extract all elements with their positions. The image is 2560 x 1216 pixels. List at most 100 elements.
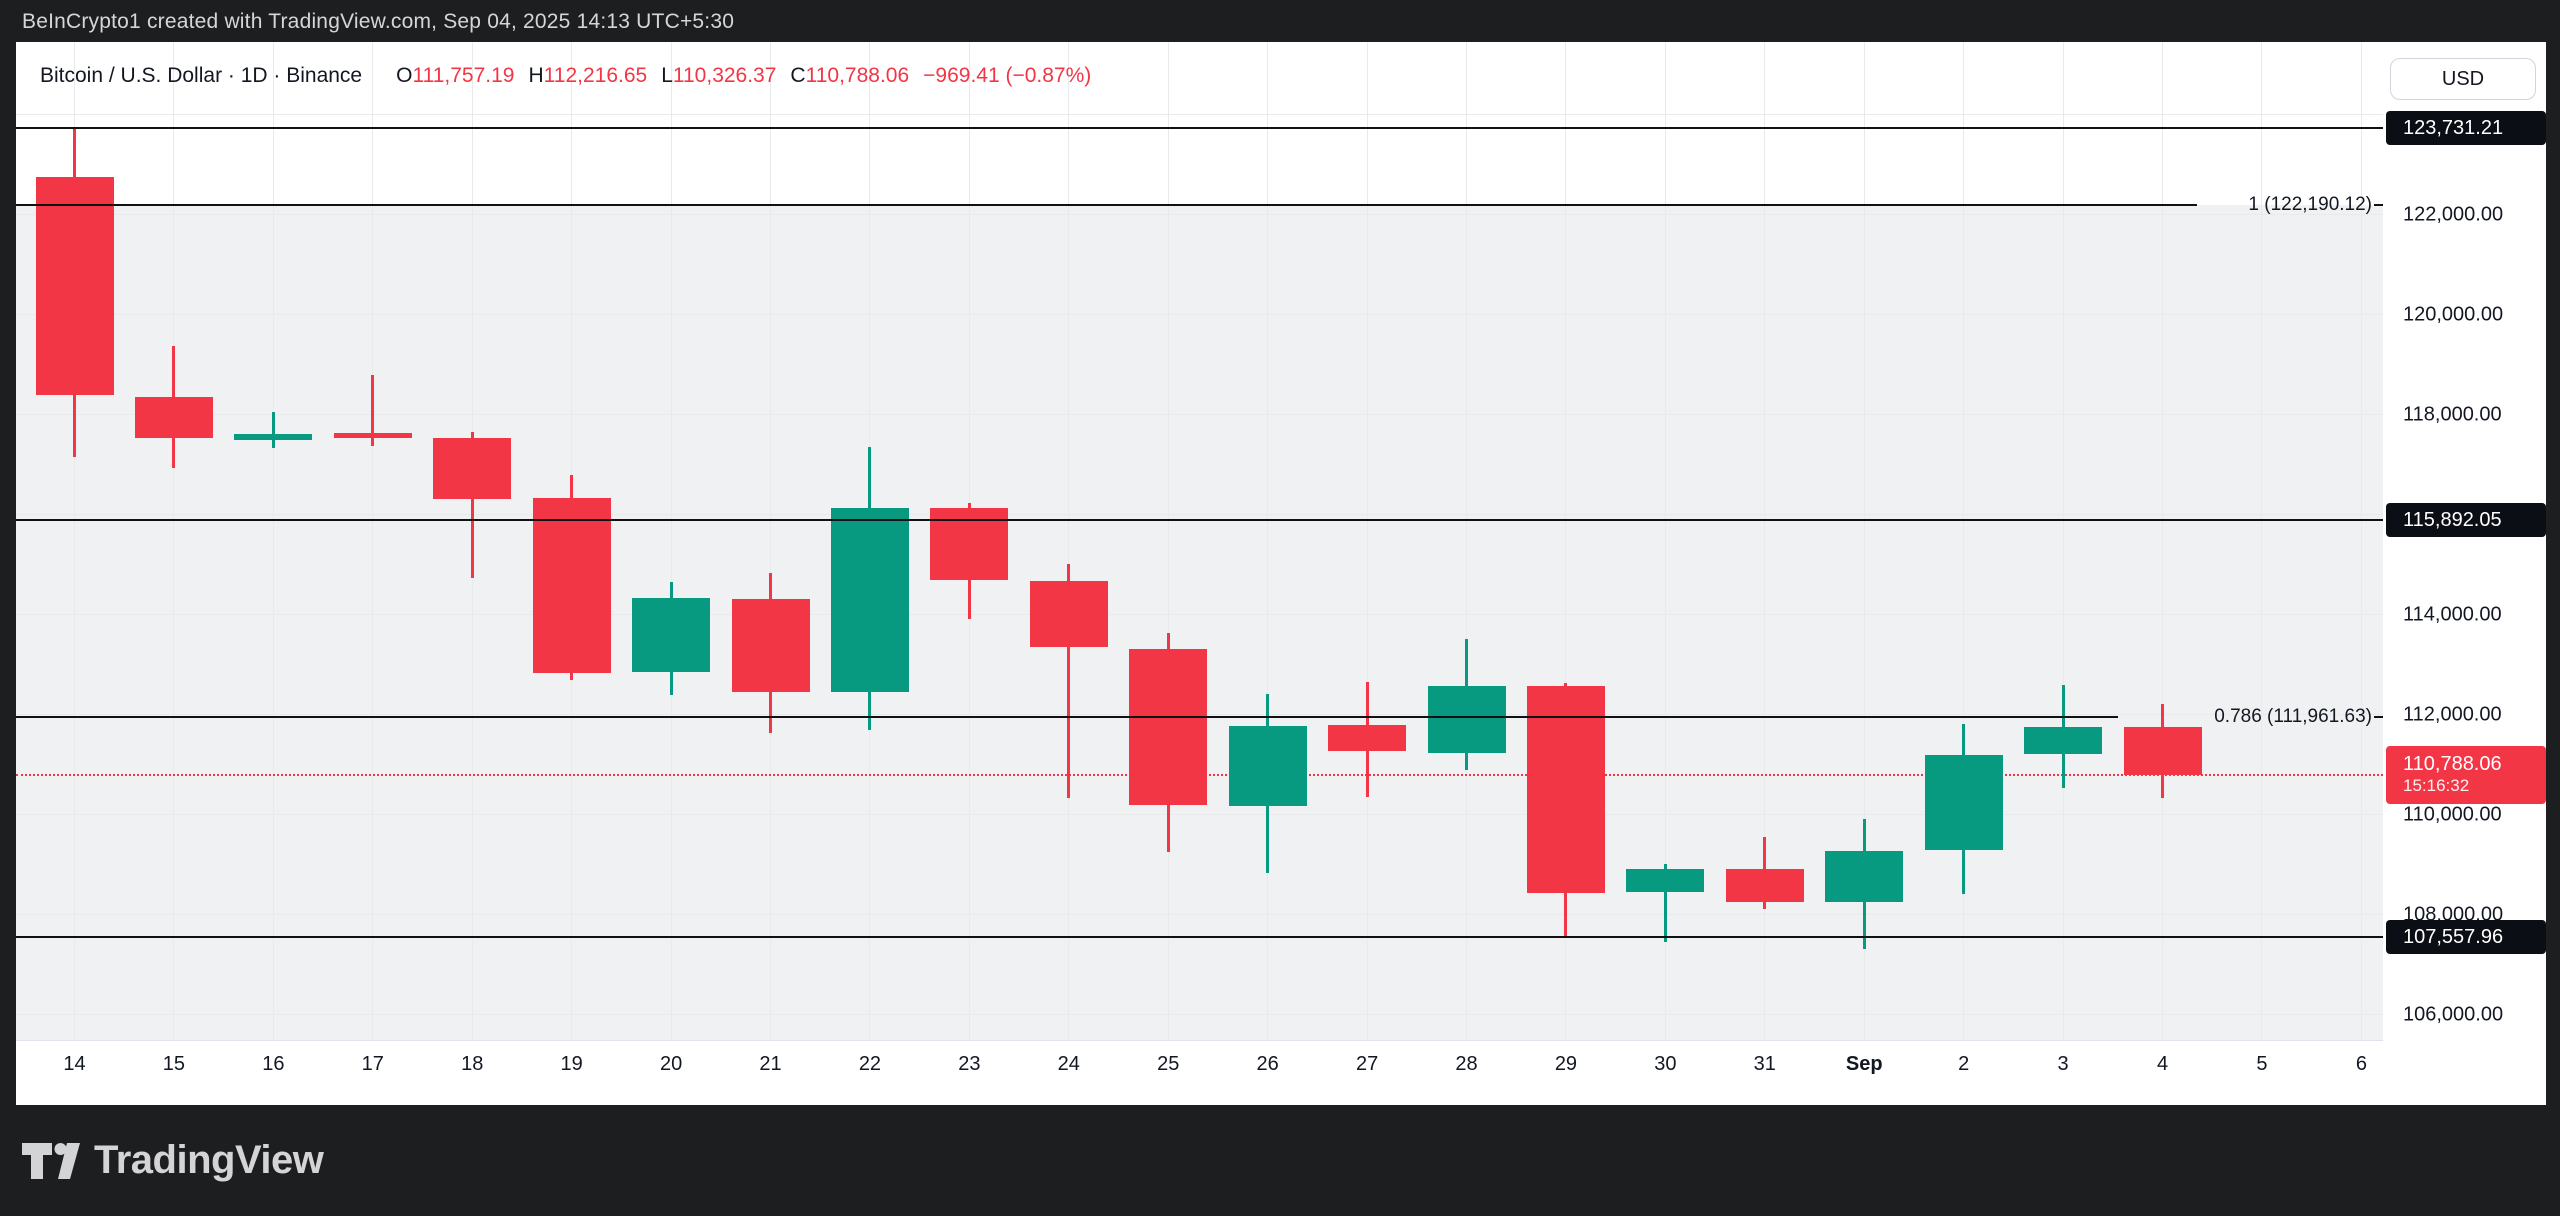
candle-sep-3[interactable] — [2024, 726, 2103, 755]
time-label-23: 23 — [958, 1053, 981, 1075]
candle-aug-30[interactable] — [1626, 869, 1705, 893]
vertical-gridline — [770, 42, 771, 1040]
vertical-gridline — [372, 42, 374, 1040]
open-value: 111,757.19 — [412, 64, 515, 87]
low-label: L — [661, 64, 673, 87]
vertical-gridline — [1565, 42, 1567, 1040]
time-label-28: 28 — [1455, 1053, 1478, 1075]
time-label-5: 5 — [2256, 1053, 2268, 1075]
vertical-gridline — [1466, 42, 1468, 1040]
candle-aug-18[interactable] — [433, 438, 512, 500]
vertical-gridline — [670, 42, 672, 1040]
countdown-timer: 15:16:32 — [2403, 776, 2470, 796]
low-value: 110,326.37 — [672, 64, 777, 87]
price-tick-118000: 118,000.00 — [2403, 403, 2502, 426]
horizontal-gridline — [16, 514, 2383, 516]
price-tick-110000: 110,000.00 — [2403, 803, 2502, 826]
candle-wick-aug-16 — [271, 412, 275, 449]
time-label-29: 29 — [1554, 1053, 1578, 1075]
horizontal-gridline — [16, 914, 2383, 916]
time-label-6: 6 — [2355, 1053, 2367, 1075]
time-label-14: 14 — [63, 1053, 86, 1075]
current-price-value: 110,788.06 — [2403, 753, 2502, 776]
candle-aug-25[interactable] — [1129, 649, 1208, 806]
candle-aug-22[interactable] — [830, 508, 909, 692]
tradingview-logo-text: TradingView — [94, 1138, 324, 1182]
candle-aug-27[interactable] — [1328, 725, 1407, 752]
tradingview-logo[interactable]: TradingView — [22, 1105, 324, 1216]
range-low-line[interactable] — [16, 935, 2383, 938]
vertical-gridline — [1963, 42, 1965, 1040]
fib-1-line-label: 1 (122,190.12) — [2248, 194, 2372, 216]
mid-line[interactable] — [16, 518, 2383, 521]
price-line-badge-123731.21: 123,731.21 — [2386, 111, 2546, 146]
open-label: O — [396, 64, 413, 87]
price-tick-122000: 122,000.00 — [2403, 203, 2504, 226]
candle-aug-20[interactable] — [632, 598, 711, 672]
vertical-gridline — [173, 42, 175, 1040]
time-label-18: 18 — [461, 1053, 484, 1075]
candle-aug-17[interactable] — [333, 433, 412, 439]
fib-0786-line-dash — [2374, 715, 2383, 718]
candle-aug-19[interactable] — [532, 498, 611, 674]
candle-aug-31[interactable] — [1725, 869, 1804, 902]
price-tick-114000: 114,000.00 — [2403, 603, 2502, 626]
time-label-3: 3 — [2057, 1053, 2069, 1075]
candle-sep-1[interactable] — [1825, 851, 1904, 902]
attribution-text: BeInCrypto1 created with TradingView.com… — [22, 10, 735, 33]
close-label: C — [790, 64, 806, 87]
time-label-17: 17 — [361, 1053, 384, 1075]
candle-aug-15[interactable] — [134, 397, 213, 439]
price-tick-108000: 108,000.00 — [2403, 903, 2504, 926]
candle-aug-24[interactable] — [1029, 581, 1108, 647]
time-label-21: 21 — [759, 1053, 782, 1075]
horizontal-gridline — [16, 414, 2383, 416]
vertical-gridline — [1366, 42, 1368, 1040]
symbol-title[interactable]: Bitcoin / U.S. Dollar · 1D · Binance — [40, 64, 363, 87]
time-label-19: 19 — [560, 1053, 583, 1075]
horizontal-gridline — [16, 1014, 2383, 1016]
candle-aug-16[interactable] — [234, 434, 313, 441]
range-high-line[interactable] — [16, 127, 2383, 130]
vertical-gridline — [1863, 42, 1865, 1040]
fib-1-line[interactable] — [16, 204, 2197, 207]
currency-toggle-button[interactable]: USD — [2390, 58, 2536, 100]
plot-area[interactable]: 1 (122,190.12) 0.786 (111,961.63) — [16, 42, 2383, 1040]
fib-0786-line[interactable] — [16, 715, 2118, 718]
horizontal-gridline — [16, 614, 2383, 616]
horizontal-gridline — [16, 314, 2383, 316]
time-label-20: 20 — [659, 1053, 683, 1075]
price-axis[interactable]: USD 122,000.00 120,000.00 118,000.00 114,00… — [2383, 42, 2546, 1105]
candle-sep-4[interactable] — [2123, 726, 2202, 776]
price-line-badge-115892.05: 115,892.05 — [2386, 502, 2546, 537]
candle-wick-aug-17 — [371, 375, 375, 447]
vertical-gridline — [2162, 42, 2164, 1040]
candle-sep-2[interactable] — [1924, 755, 2003, 851]
candle-aug-21[interactable] — [731, 599, 810, 692]
horizontal-gridline — [16, 814, 2383, 816]
candle-wick-aug-30 — [1663, 864, 1667, 942]
time-label-27: 27 — [1355, 1053, 1379, 1075]
candle-aug-14[interactable] — [35, 177, 114, 396]
tradingview-footer: TradingView — [0, 1105, 2560, 1216]
vertical-gridline — [2062, 42, 2064, 1040]
candle-aug-29[interactable] — [1526, 686, 1605, 893]
candle-aug-28[interactable] — [1427, 685, 1506, 753]
vertical-gridline — [1764, 42, 1766, 1040]
time-label-31: 31 — [1753, 1053, 1776, 1075]
price-tick-106000: 106,000.00 — [2403, 1003, 2504, 1026]
vertical-gridline — [2261, 42, 2263, 1040]
fib-band-fill — [16, 205, 2383, 1040]
vertical-gridline — [2360, 42, 2362, 1040]
high-value: 112,216.65 — [543, 64, 648, 87]
candle-wick-aug-24 — [1067, 564, 1071, 799]
candle-aug-26[interactable] — [1228, 725, 1307, 806]
vertical-gridline — [272, 42, 274, 1040]
time-axis[interactable]: 14 15 16 17 18 19 20 21 22 23 24 25 26 27 28 29 30 31 Sep 2… — [16, 1040, 2383, 1106]
fib-1-line-dash — [2374, 204, 2383, 207]
horizontal-gridline — [16, 114, 2383, 116]
vertical-gridline — [74, 42, 75, 1040]
price-tick-120000: 120,000.00 — [2403, 303, 2504, 326]
time-label-30: 30 — [1654, 1053, 1677, 1075]
